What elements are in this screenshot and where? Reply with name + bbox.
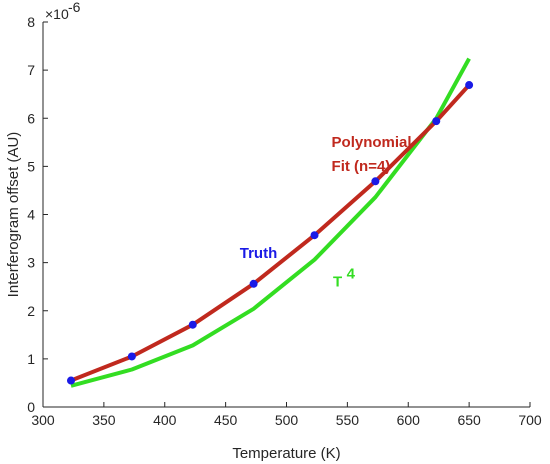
- truth-point: [127, 352, 136, 361]
- y-multiplier-label: ×10: [45, 6, 69, 22]
- x-tick-label: 500: [275, 412, 299, 428]
- y-tick-label: 7: [27, 62, 35, 78]
- y-tick-label: 6: [27, 110, 35, 126]
- y-tick-label: 0: [27, 399, 35, 415]
- t4-label-superscript: 4: [347, 266, 356, 283]
- y-multiplier-exponent: -6: [68, 0, 81, 15]
- polynomial-fit-label-line2: Fit (n=4): [332, 158, 391, 175]
- y-tick-label: 1: [27, 351, 35, 367]
- truth-point: [371, 177, 380, 186]
- truth-point: [188, 320, 197, 329]
- x-axis-title: Temperature (K): [232, 445, 340, 462]
- x-tick-label: 350: [92, 412, 116, 428]
- y-tick-label: 3: [27, 255, 35, 271]
- truth-label: Truth: [240, 245, 278, 262]
- x-tick-label: 400: [153, 412, 177, 428]
- polynomial-fit-label-line1: Polynomial: [332, 134, 412, 151]
- x-tick-label: 650: [457, 412, 481, 428]
- y-axis-title: Interferogram offset (AU): [5, 132, 22, 298]
- x-tick-label: 300: [31, 412, 55, 428]
- y-tick-label: 4: [27, 207, 35, 223]
- x-tick-label: 450: [214, 412, 238, 428]
- t4-line: [70, 57, 471, 388]
- y-tick-label: 2: [27, 303, 35, 319]
- y-tick-label: 5: [27, 158, 35, 174]
- axes: 300 350 400 450 500 550 600 650 700 0 1 2 3 4 5 6 7 8 ×10-…: [5, 0, 542, 462]
- y-tick-label: 8: [27, 14, 35, 30]
- truth-point: [465, 81, 474, 90]
- truth-point: [67, 376, 76, 385]
- labels: Polynomial Fit (n=4) Truth T 4: [240, 134, 412, 291]
- t4-label: T: [333, 274, 342, 291]
- truth-point: [432, 117, 441, 126]
- x-tick-label: 550: [336, 412, 360, 428]
- plot-area: [67, 57, 474, 388]
- truth-point: [310, 231, 319, 240]
- x-tick-label: 700: [518, 412, 542, 428]
- truth-point: [249, 279, 258, 288]
- polynomial-fit-line: [70, 83, 471, 383]
- x-tick-label: 600: [397, 412, 421, 428]
